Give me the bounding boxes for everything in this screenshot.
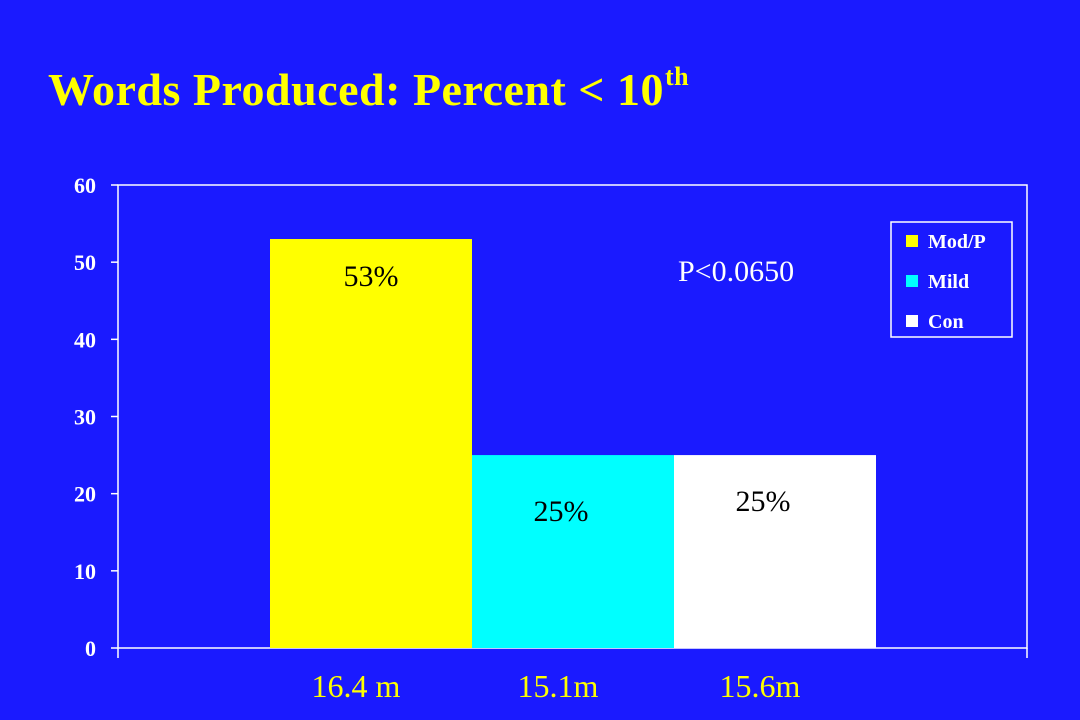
legend-swatch — [906, 275, 918, 287]
y-tick-label: 0 — [85, 636, 96, 661]
slide-title-text: Words Produced: Percent < 10 — [48, 64, 664, 115]
x-label: 16.4 m — [312, 668, 401, 704]
x-axis: 16.4 m 15.1m 15.6m — [117, 648, 1028, 704]
y-tick-label: 30 — [74, 405, 96, 430]
y-tick-label: 50 — [74, 250, 96, 275]
x-label: 15.6m — [720, 668, 801, 704]
legend-box — [890, 221, 1013, 338]
data-label: 53% — [344, 260, 399, 293]
x-label: 15.1m — [518, 668, 599, 704]
y-tick-label: 60 — [74, 173, 96, 198]
legend-label: Mild — [928, 271, 969, 293]
bar-mild — [472, 455, 674, 648]
y-tick-label: 20 — [74, 482, 96, 507]
bar-con — [674, 455, 876, 648]
legend-label: Mod/P — [928, 231, 986, 253]
data-label: 25% — [736, 485, 791, 518]
legend-swatch — [906, 235, 918, 247]
legend: Mod/P Mild Con — [890, 221, 1013, 338]
y-tick-label: 10 — [74, 559, 96, 584]
legend-label: Con — [928, 311, 964, 333]
legend-swatch — [906, 315, 918, 327]
bar-mod-p — [270, 239, 472, 648]
data-label: 25% — [534, 495, 589, 528]
y-tick-label: 40 — [74, 327, 96, 352]
bars: 53% 25% 25% — [270, 239, 876, 648]
p-value-annotation: P<0.0650 — [678, 255, 794, 288]
y-axis: 0 10 20 30 40 50 60 — [74, 173, 118, 661]
slide-title: Words Produced: Percent < 10th — [48, 62, 689, 116]
slide-title-superscript: th — [665, 62, 690, 91]
